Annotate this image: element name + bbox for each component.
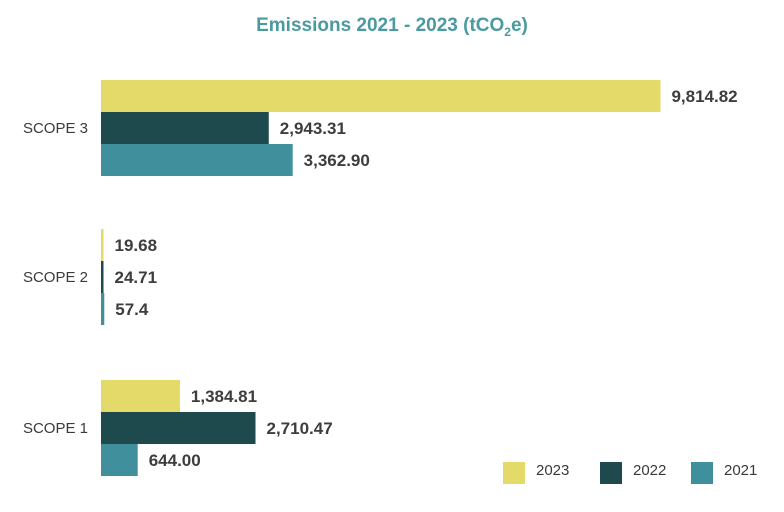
category-label-scope-2: SCOPE 2 bbox=[23, 269, 88, 286]
bar-scope-2-2022 bbox=[101, 261, 104, 293]
value-label-scope-1-2023: 1,384.81 bbox=[191, 387, 257, 406]
legend-swatch-2023 bbox=[503, 462, 525, 484]
bar-scope-3-2022 bbox=[101, 112, 269, 144]
value-labels: 9,814.82 2,943.31 3,362.90 19.68 24.71 57.4 1,… bbox=[115, 87, 738, 470]
bar-scope-2-2021 bbox=[101, 293, 105, 325]
category-label-scope-3: SCOPE 3 bbox=[23, 120, 88, 137]
legend-swatch-2021 bbox=[691, 462, 713, 484]
bars-group bbox=[101, 80, 661, 476]
bar-scope-3-2023 bbox=[101, 80, 661, 112]
bar-scope-1-2021 bbox=[101, 444, 138, 476]
chart-title-end: e) bbox=[511, 15, 528, 36]
chart-title-main: Emissions 2021 - 2023 (tCO bbox=[256, 15, 504, 36]
legend-label-2021: 2021 bbox=[724, 462, 757, 479]
category-labels: SCOPE 3 SCOPE 2 SCOPE 1 bbox=[23, 120, 88, 437]
bar-scope-3-2021 bbox=[101, 144, 293, 176]
value-label-scope-2-2023: 19.68 bbox=[115, 236, 158, 255]
value-label-scope-3-2023: 9,814.82 bbox=[671, 87, 737, 106]
value-label-scope-1-2022: 2,710.47 bbox=[266, 419, 332, 438]
chart-title: Emissions 2021 - 2023 (tCO2e) bbox=[256, 15, 528, 39]
value-label-scope-3-2022: 2,943.31 bbox=[280, 119, 346, 138]
value-label-scope-2-2022: 24.71 bbox=[115, 268, 158, 287]
value-label-scope-3-2021: 3,362.90 bbox=[304, 151, 370, 170]
legend-label-2023: 2023 bbox=[536, 462, 569, 479]
value-label-scope-1-2021: 644.00 bbox=[149, 451, 201, 470]
category-label-scope-1: SCOPE 1 bbox=[23, 420, 88, 437]
bar-scope-2-2023 bbox=[101, 229, 104, 261]
legend: 2023 2022 2021 bbox=[503, 462, 757, 484]
bar-scope-1-2022 bbox=[101, 412, 256, 444]
value-label-scope-2-2021: 57.4 bbox=[115, 300, 149, 319]
chart-title-subscript: 2 bbox=[504, 25, 511, 39]
bar-scope-1-2023 bbox=[101, 380, 180, 412]
legend-label-2022: 2022 bbox=[633, 462, 666, 479]
legend-swatch-2022 bbox=[600, 462, 622, 484]
